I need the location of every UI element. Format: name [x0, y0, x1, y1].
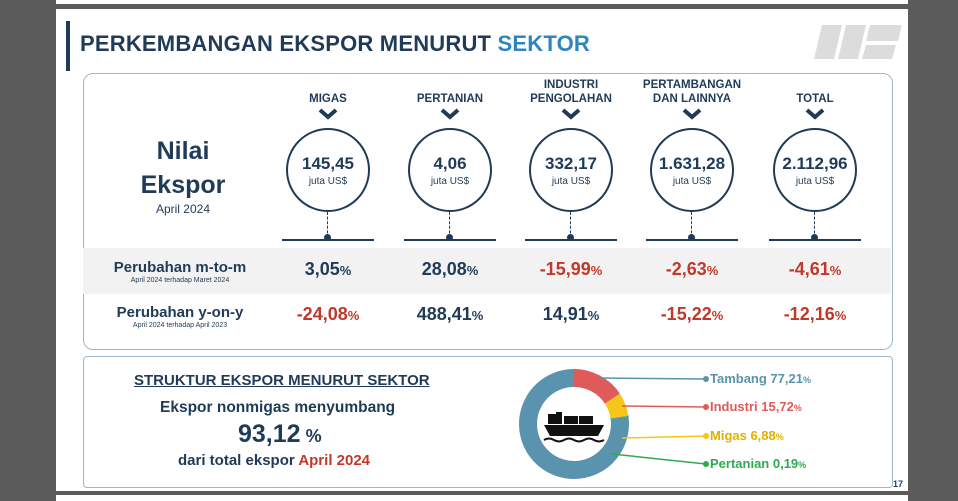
connector-base [769, 239, 861, 241]
chevron-down-icon [805, 108, 825, 120]
mtm-change-value: 28,08% [421, 259, 479, 279]
mtm-label: Perubahan m-to-m [113, 259, 247, 276]
connector-base [282, 239, 374, 241]
connector-line [449, 212, 450, 238]
yoy-change-value: 14,91% [542, 304, 600, 324]
donut-slice-migas [604, 393, 629, 419]
previous-slide-edge [56, 0, 908, 4]
export-value: 332,17 [545, 153, 597, 173]
donut-slice-tambang [519, 369, 629, 479]
structure-title: STRUKTUR EKSPOR MENURUT SEKTOR [134, 372, 430, 389]
chevron-down-icon [561, 108, 581, 120]
title-accent-bar [66, 21, 70, 71]
sector-column: PERTAMBANGAN DAN LAINNYA 1.631,28 juta US$ [636, 70, 748, 250]
value-circle: 4,06 juta US$ [408, 128, 492, 212]
logo-icon [814, 25, 902, 59]
value-circle: 145,45 juta US$ [286, 128, 370, 212]
mtm-change-value: -4,61% [788, 259, 842, 279]
connector-line [570, 212, 571, 238]
yoy-label: Perubahan y-on-y [116, 304, 244, 321]
nilai-line2: Ekspor [140, 171, 226, 199]
export-unit: juta US$ [430, 175, 470, 187]
sector-column: INDUSTRI PENGOLAHAN 332,17 juta US$ [515, 70, 627, 250]
structure-line3-text: dari total ekspor [178, 452, 299, 469]
connector-base [646, 239, 738, 241]
structure-number: 93,12 [238, 420, 301, 448]
nilai-period: April 2024 [155, 202, 211, 216]
export-value-panel [83, 73, 893, 350]
mtm-note: April 2024 terhadap Maret 2024 [130, 277, 230, 284]
sector-column: PERTANIAN 4,06 juta US$ [394, 70, 506, 250]
sector-heading: PERTAMBANGAN DAN LAINNYA [642, 79, 742, 105]
sector-column: MIGAS 145,45 juta US$ [272, 70, 384, 250]
structure-line1: Ekspor nonmigas menyumbang [160, 399, 396, 416]
title-highlight: SEKTOR [497, 31, 590, 56]
yoy-change-value: -15,22% [660, 304, 724, 324]
structure-line3: dari total ekspor April 2024 [178, 452, 370, 469]
yoy-change-value: -24,08% [296, 304, 360, 324]
chevron-down-icon [318, 108, 338, 120]
connector-line [814, 212, 815, 238]
connector-dot [688, 234, 695, 241]
page-number: 17 [893, 479, 904, 489]
chevron-down-icon [440, 108, 460, 120]
connector-dot [324, 234, 331, 241]
sector-share-donut [519, 369, 630, 479]
export-unit: juta US$ [551, 175, 591, 187]
chevron-down-icon [682, 108, 702, 120]
connector-dot [446, 234, 453, 241]
yoy-row-label: Perubahan y-on-y April 2024 terhadap Apr… [105, 304, 255, 329]
structure-panel [83, 356, 893, 488]
export-value: 1.631,28 [658, 153, 726, 173]
value-circle: 1.631,28 juta US$ [650, 128, 734, 212]
sector-column: TOTAL 2.112,96 juta US$ [759, 70, 871, 250]
export-unit: juta US$ [308, 175, 348, 187]
yoy-note: April 2024 terhadap April 2023 [132, 322, 228, 329]
mtm-row-background [83, 248, 891, 294]
structure-pct: % [300, 426, 322, 446]
title-text: PERKEMBANGAN EKSPOR MENURUT [80, 31, 498, 56]
legend-migas: Migas 6,88% [710, 428, 784, 443]
sector-heading: TOTAL [796, 93, 834, 105]
legend-industri: Industri 15,72% [710, 399, 802, 414]
sector-heading: PERTANIAN [416, 93, 484, 105]
export-value: 4,06 [433, 153, 467, 173]
connector-dot [811, 234, 818, 241]
mtm-change-value: -2,63% [665, 259, 719, 279]
connector-line [327, 212, 328, 238]
next-slide-edge [56, 495, 908, 501]
structure-value: 93,12 % [238, 420, 322, 449]
cargo-ship-icon [543, 412, 605, 443]
yoy-change-value: 488,41% [416, 304, 484, 324]
nilai-ekspor-label: Nilai Ekspor April 2024 [123, 134, 243, 216]
connector-line [691, 212, 692, 238]
mtm-change-value: 3,05% [304, 259, 352, 279]
export-value: 145,45 [302, 153, 354, 173]
structure-line3-period: April 2024 [298, 452, 371, 469]
yoy-change-value: -12,16% [783, 304, 847, 324]
export-value: 2.112,96 [782, 153, 848, 173]
legend-pertanian: Pertanian 0,19% [710, 456, 807, 471]
sector-heading: INDUSTRI PENGOLAHAN [530, 79, 612, 105]
nilai-line1: Nilai [156, 137, 210, 165]
donut-slice-industri [573, 369, 620, 404]
legend-tambang: Tambang 77,21% [710, 371, 811, 386]
connector-dot [567, 234, 574, 241]
connector-base [525, 239, 617, 241]
export-unit: juta US$ [795, 175, 835, 187]
sector-heading: MIGAS [309, 93, 347, 105]
value-circle: 2.112,96 juta US$ [773, 128, 857, 212]
mtm-change-value: -15,99% [539, 259, 603, 279]
mtm-row-label: Perubahan m-to-m April 2024 terhadap Mar… [105, 259, 255, 284]
connector-base [404, 239, 496, 241]
value-circle: 332,17 juta US$ [529, 128, 613, 212]
page-title: PERKEMBANGAN EKSPOR MENURUT SEKTOR [80, 31, 590, 57]
export-unit: juta US$ [672, 175, 712, 187]
